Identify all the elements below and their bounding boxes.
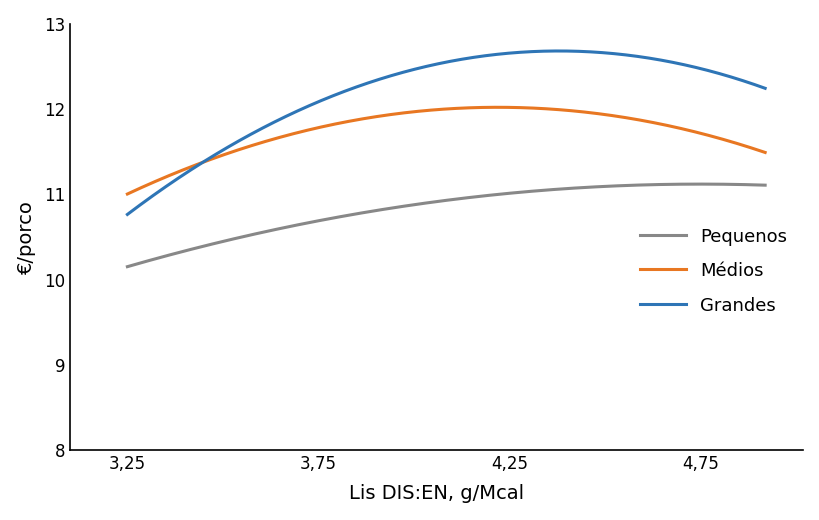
Pequenos <box>548 186 558 192</box>
Pequenos <box>410 201 420 207</box>
Grandes <box>548 48 558 54</box>
Y-axis label: €/porco: €/porco <box>16 200 35 274</box>
Médios <box>603 112 613 118</box>
X-axis label: Lis DIS:EN, g/Mcal: Lis DIS:EN, g/Mcal <box>349 484 523 503</box>
Médios <box>286 131 296 137</box>
Pequenos <box>759 182 769 188</box>
Pequenos <box>602 183 612 189</box>
Médios <box>235 146 245 152</box>
Line: Grandes: Grandes <box>127 51 764 214</box>
Line: Pequenos: Pequenos <box>127 184 764 267</box>
Pequenos <box>235 234 245 240</box>
Grandes <box>235 137 245 143</box>
Pequenos <box>286 223 296 229</box>
Médios <box>499 104 509 110</box>
Legend: Pequenos, Médios, Grandes: Pequenos, Médios, Grandes <box>632 220 794 322</box>
Pequenos <box>498 191 508 197</box>
Grandes <box>553 48 563 54</box>
Pequenos <box>122 264 132 270</box>
Grandes <box>498 50 508 57</box>
Pequenos <box>695 181 704 187</box>
Grandes <box>603 50 613 56</box>
Médios <box>549 106 559 112</box>
Médios <box>492 104 502 110</box>
Grandes <box>122 211 132 217</box>
Grandes <box>410 66 420 72</box>
Médios <box>759 149 769 155</box>
Grandes <box>759 85 769 92</box>
Médios <box>410 108 420 114</box>
Line: Médios: Médios <box>127 107 764 194</box>
Médios <box>122 191 132 197</box>
Grandes <box>286 111 296 117</box>
